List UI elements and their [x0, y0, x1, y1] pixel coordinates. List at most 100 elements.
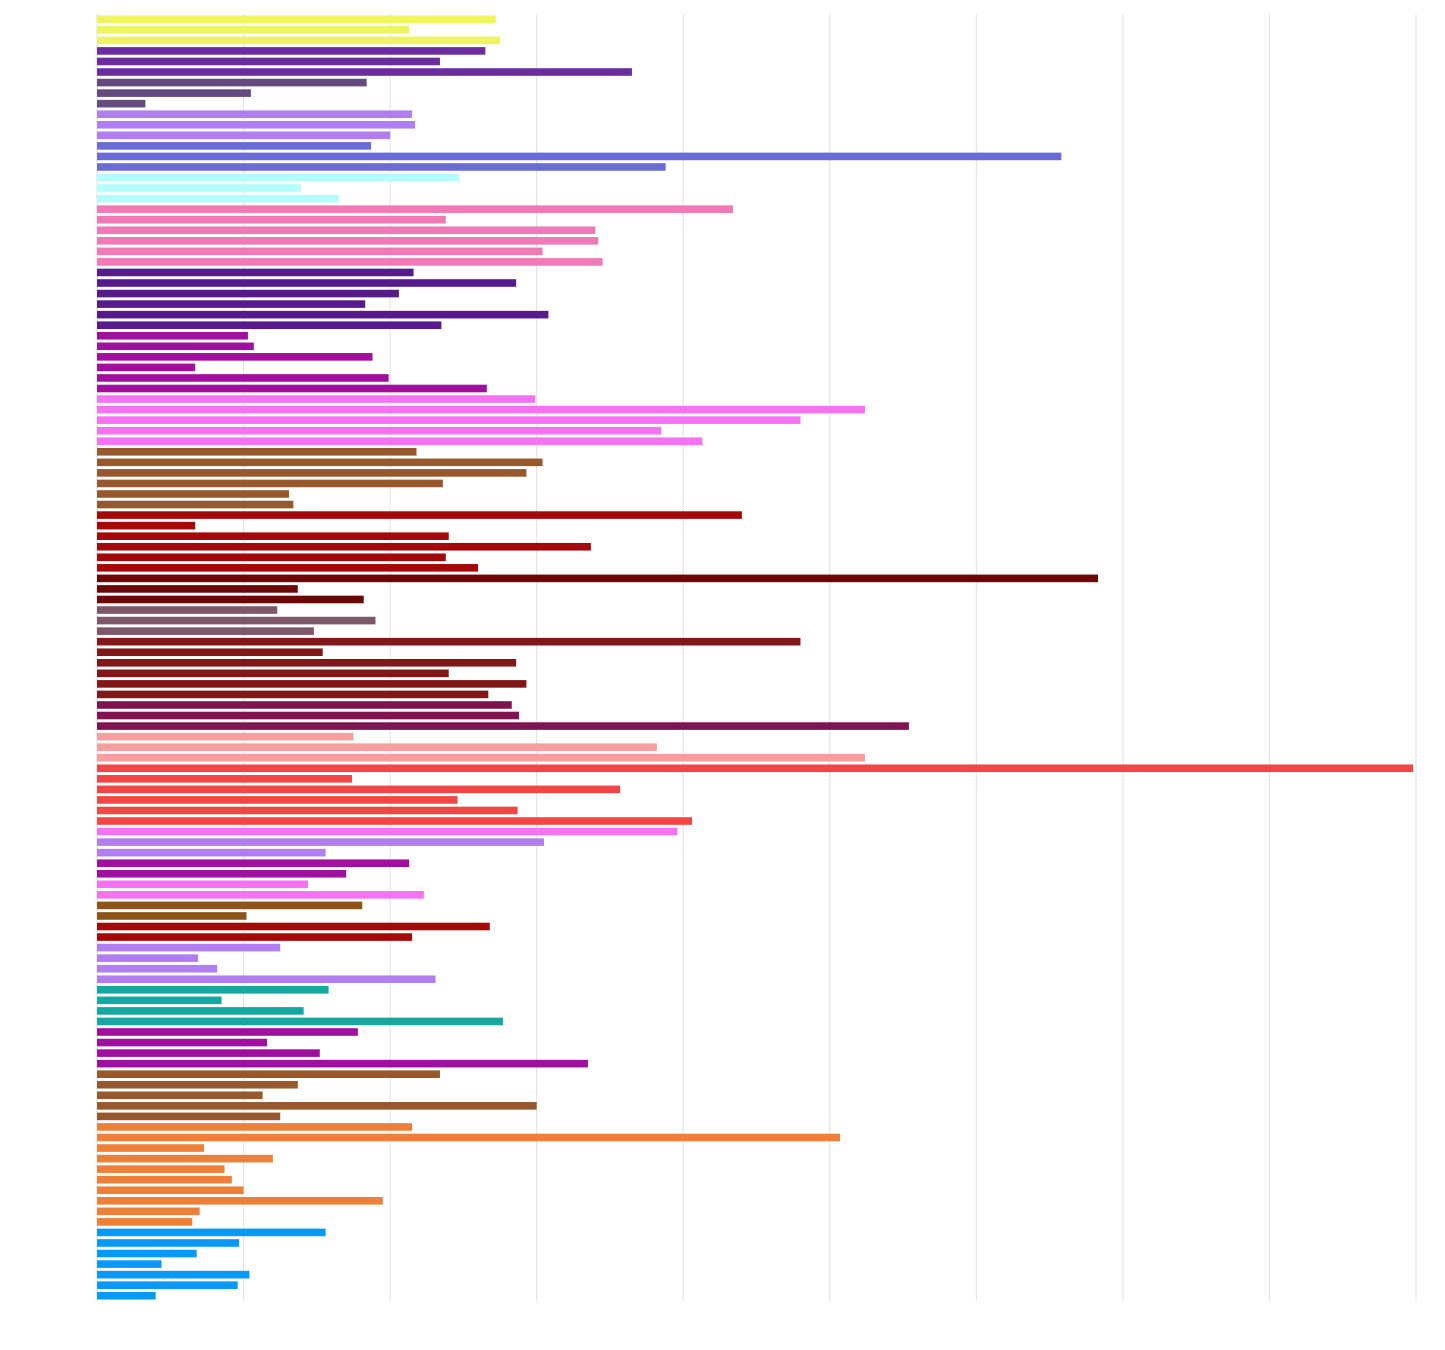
bar — [97, 1186, 244, 1195]
bar — [97, 1059, 588, 1068]
bar — [97, 722, 909, 730]
bar — [97, 964, 218, 973]
bar — [97, 173, 459, 182]
bar — [97, 57, 440, 66]
bar — [97, 616, 376, 625]
bar — [97, 120, 416, 129]
bar — [97, 1175, 232, 1184]
bar — [97, 384, 487, 393]
bar — [97, 542, 591, 551]
bar — [97, 1291, 156, 1300]
bar — [97, 975, 436, 984]
bar — [97, 374, 389, 382]
bar — [97, 827, 678, 836]
bar — [97, 215, 446, 224]
bar — [97, 1112, 281, 1121]
bar — [97, 1028, 358, 1036]
bar — [97, 743, 657, 751]
bar — [97, 1007, 304, 1015]
bar — [97, 437, 703, 446]
bar — [97, 1070, 440, 1078]
bar — [97, 658, 517, 667]
bar — [97, 310, 549, 319]
bar — [97, 880, 309, 889]
bar — [97, 595, 364, 604]
bar — [97, 1249, 197, 1258]
bar — [97, 500, 294, 509]
bar — [97, 785, 621, 794]
bar — [97, 711, 520, 720]
bar — [97, 342, 254, 351]
bar — [97, 627, 314, 635]
bar — [97, 131, 391, 140]
bar — [97, 1228, 326, 1237]
bar — [97, 458, 543, 467]
bar — [97, 574, 1098, 583]
bar — [97, 680, 527, 688]
bar — [97, 258, 603, 266]
bar — [97, 194, 339, 203]
bar — [97, 996, 222, 1005]
bar — [97, 447, 417, 456]
bar — [97, 817, 693, 825]
bar — [97, 954, 199, 962]
bar — [97, 289, 399, 298]
bar — [97, 1049, 320, 1057]
bar — [97, 891, 424, 899]
bar — [97, 648, 323, 657]
bar — [97, 152, 1062, 161]
bar — [97, 669, 449, 678]
bar — [97, 701, 512, 709]
bar — [97, 279, 517, 287]
bar — [97, 405, 865, 414]
bar — [97, 1123, 413, 1131]
bar — [97, 511, 742, 519]
bar — [97, 521, 196, 530]
bar — [97, 110, 413, 119]
bar — [97, 47, 486, 55]
bar — [97, 426, 662, 435]
bar — [97, 1281, 238, 1289]
bar — [97, 1239, 240, 1247]
bar — [97, 606, 278, 614]
bar — [97, 943, 281, 952]
bar — [97, 1091, 263, 1100]
bar — [97, 1144, 204, 1152]
bar — [97, 690, 489, 699]
bar — [97, 1102, 537, 1110]
bar — [97, 395, 536, 403]
bar — [97, 1154, 273, 1163]
bar — [97, 922, 490, 931]
bar — [97, 775, 353, 783]
bar — [97, 1165, 225, 1173]
bar — [97, 68, 632, 76]
bar — [97, 353, 373, 361]
bar — [97, 469, 527, 477]
bar — [97, 78, 367, 87]
bar — [97, 1218, 193, 1226]
bar — [97, 901, 363, 910]
bar — [97, 26, 410, 34]
bar — [97, 838, 544, 846]
bar — [97, 796, 458, 804]
bar — [97, 331, 248, 340]
bar — [97, 564, 479, 572]
bar — [97, 1080, 298, 1089]
bar — [97, 753, 865, 762]
bar — [97, 163, 666, 171]
bar — [97, 15, 496, 24]
bar — [97, 142, 372, 150]
bar — [97, 237, 599, 245]
bar — [97, 321, 442, 329]
bar — [97, 226, 596, 235]
bar — [97, 1133, 841, 1142]
bar — [97, 806, 518, 815]
chart-bars — [97, 15, 1414, 1300]
bar — [97, 36, 501, 45]
bar — [97, 933, 413, 941]
bar — [97, 89, 251, 97]
bar — [97, 490, 289, 498]
bar — [97, 859, 410, 868]
bar — [97, 479, 443, 488]
